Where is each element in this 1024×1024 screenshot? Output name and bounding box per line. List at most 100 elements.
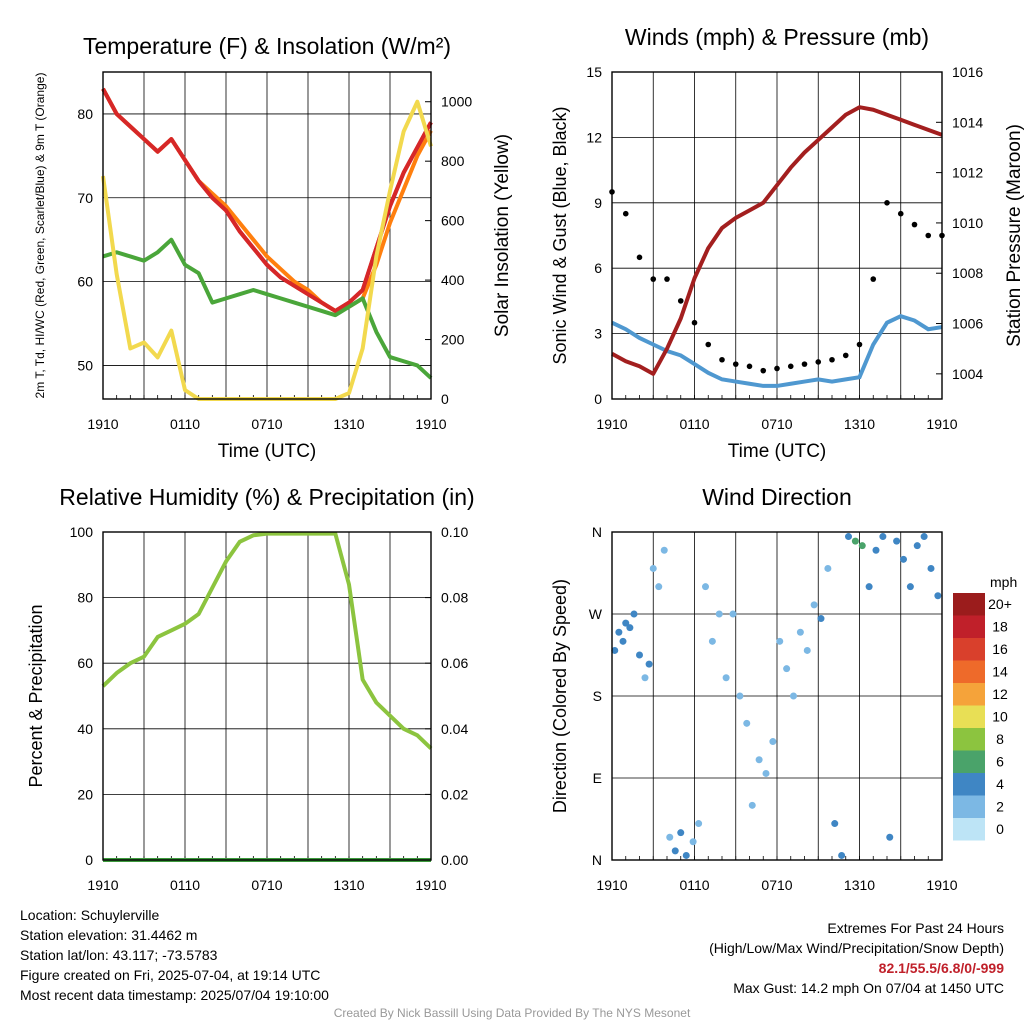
legend-swatch bbox=[953, 683, 985, 706]
x-tick-label: 1310 bbox=[844, 877, 875, 893]
wind-direction-point bbox=[619, 637, 627, 645]
extremes-values: 82.1/55.5/6.8/0/-999 bbox=[878, 960, 1004, 976]
y-tick-label: W bbox=[589, 606, 603, 622]
max-gust-text: Max Gust: 14.2 mph On 07/04 at 1450 UTC bbox=[733, 980, 1004, 996]
wind-direction-point bbox=[736, 692, 744, 700]
wind-direction-point bbox=[803, 646, 811, 654]
data-point bbox=[719, 356, 725, 363]
wind-direction-point bbox=[790, 692, 797, 700]
x-tick-label: 1910 bbox=[415, 416, 446, 432]
legend-title: mph bbox=[990, 574, 1017, 590]
x-tick-label: 0110 bbox=[679, 877, 709, 893]
data-point bbox=[774, 365, 780, 372]
x-tick-label: 1910 bbox=[87, 416, 118, 432]
legend-swatch bbox=[953, 795, 985, 818]
x-tick-label: 0110 bbox=[170, 416, 200, 432]
wind-direction-point bbox=[630, 610, 638, 618]
y2-tick-label: 1010 bbox=[952, 215, 983, 231]
x-tick-label: 1910 bbox=[596, 416, 627, 432]
x-tick-label: 1910 bbox=[926, 416, 957, 432]
data-point bbox=[870, 276, 877, 282]
y2-tick-label: 1000 bbox=[441, 94, 472, 110]
wind-direction-point bbox=[755, 756, 763, 764]
plot-frame bbox=[102, 71, 432, 400]
station-info: Location: Schuylerville Station elevatio… bbox=[20, 905, 329, 1005]
y-tick-label: 50 bbox=[77, 357, 93, 373]
wind-direction-point bbox=[906, 583, 914, 591]
wind-direction-point bbox=[611, 646, 619, 654]
data-point bbox=[760, 367, 767, 374]
data-point bbox=[897, 210, 904, 217]
legend-swatch bbox=[953, 728, 985, 751]
y2-tick-label: 1008 bbox=[952, 265, 983, 281]
legend-swatch bbox=[953, 638, 985, 661]
wind-direction-point bbox=[615, 628, 623, 636]
x-tick-label: 1910 bbox=[926, 877, 957, 893]
series-line bbox=[101, 531, 433, 750]
plot-frame bbox=[611, 531, 943, 861]
y-tick-label: N bbox=[592, 524, 602, 540]
wind-direction-point bbox=[641, 674, 649, 682]
credit-text: Created By Nick Bassill Using Data Provi… bbox=[333, 1006, 691, 1020]
extremes-title: Extremes For Past 24 Hours bbox=[827, 920, 1004, 936]
wind-direction-point bbox=[851, 537, 859, 545]
wind-direction-point bbox=[858, 542, 866, 550]
y-tick-label: 40 bbox=[77, 721, 93, 737]
wind-direction-point bbox=[845, 533, 852, 541]
x-tick-label: 0710 bbox=[251, 416, 282, 432]
y2-tick-label: 0.00 bbox=[441, 852, 468, 868]
data-point bbox=[691, 319, 698, 326]
y-axis-label: 2m T, Td, HI/WC (Red, Green, Scarlet/Blu… bbox=[33, 73, 47, 399]
y2-axis-label: Station Pressure (Maroon) bbox=[1004, 124, 1024, 347]
wind-direction-point bbox=[622, 619, 630, 627]
created-text: Figure created on Fri, 2025-07-04, at 19… bbox=[20, 967, 321, 983]
wind-direction-point bbox=[682, 851, 690, 859]
wind-direction-point bbox=[660, 546, 668, 554]
data-point bbox=[732, 361, 739, 367]
y2-tick-label: 0.04 bbox=[441, 721, 468, 737]
data-point bbox=[622, 210, 629, 217]
y-tick-label: 3 bbox=[594, 326, 602, 342]
y-tick-label: S bbox=[593, 688, 602, 704]
elevation-text: Station elevation: 31.4462 m bbox=[20, 927, 198, 943]
y-tick-label: 0 bbox=[594, 391, 602, 407]
y-tick-label: 15 bbox=[586, 64, 602, 80]
wind-direction-point bbox=[810, 601, 818, 609]
plot-frame bbox=[102, 531, 432, 861]
wind-direction-point bbox=[893, 537, 901, 545]
data-point bbox=[801, 361, 808, 367]
wind-direction-point bbox=[645, 660, 653, 668]
legend-swatch bbox=[953, 660, 985, 683]
data-point bbox=[664, 276, 670, 282]
legend-label: 16 bbox=[992, 641, 1008, 657]
y2-tick-label: 1006 bbox=[952, 316, 983, 332]
legend-label: 14 bbox=[992, 664, 1008, 680]
wind-direction-point bbox=[913, 542, 921, 550]
y-tick-label: 80 bbox=[77, 106, 93, 122]
y2-tick-label: 0.10 bbox=[441, 524, 468, 540]
x-tick-label: 1910 bbox=[596, 877, 627, 893]
wind-direction-point bbox=[689, 838, 697, 846]
y-tick-label: 100 bbox=[70, 524, 94, 540]
wind-direction-point bbox=[900, 555, 907, 563]
data-point bbox=[842, 352, 849, 359]
x-tick-label: 1310 bbox=[844, 416, 875, 432]
chart-title: Relative Humidity (%) & Precipitation (i… bbox=[59, 484, 474, 510]
x-tick-label: 0710 bbox=[761, 416, 792, 432]
y2-tick-label: 1004 bbox=[952, 366, 983, 382]
y-tick-label: 20 bbox=[77, 786, 93, 802]
data-point bbox=[829, 356, 835, 363]
y-tick-label: E bbox=[593, 770, 602, 786]
data-point bbox=[787, 363, 794, 370]
wind-direction-point bbox=[748, 801, 756, 809]
y-axis-label: Percent & Precipitation bbox=[26, 604, 46, 787]
legend-label: 4 bbox=[996, 776, 1004, 792]
y2-tick-label: 0.02 bbox=[441, 786, 468, 802]
data-point bbox=[705, 341, 712, 348]
legend-label: 8 bbox=[996, 731, 1004, 747]
y-axis-label: Direction (Colored By Speed) bbox=[550, 579, 570, 813]
legend-label: 2 bbox=[996, 799, 1004, 815]
legend-label: 6 bbox=[996, 754, 1004, 770]
series-line bbox=[102, 237, 433, 380]
